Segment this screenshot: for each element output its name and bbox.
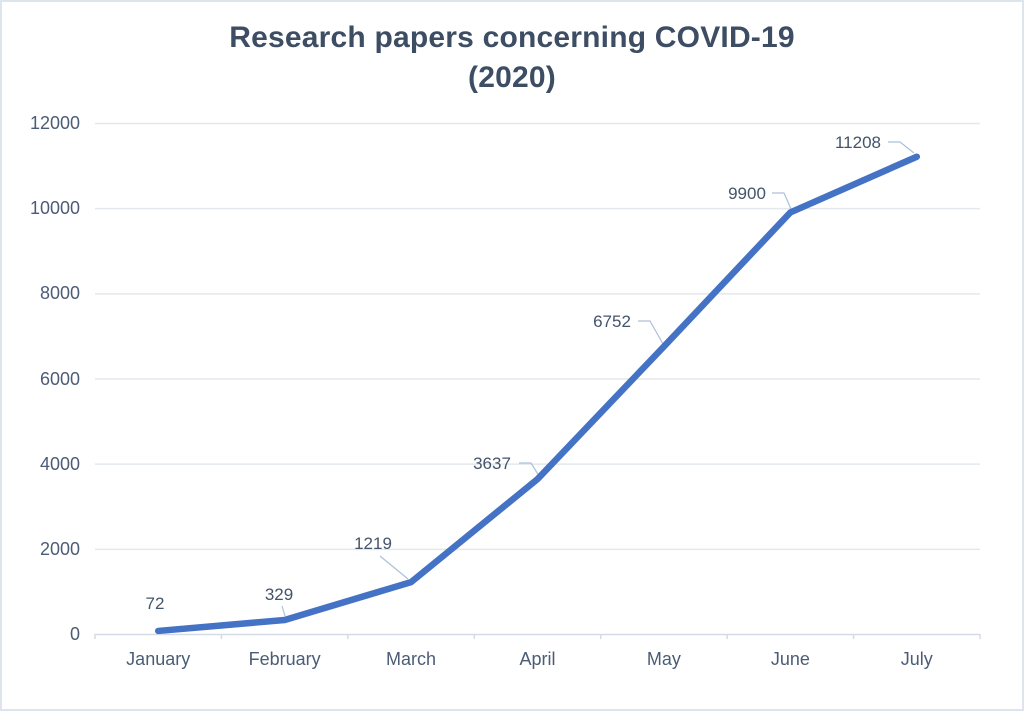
data-label: 1219 — [354, 534, 392, 553]
y-axis-tick-label: 8000 — [39, 283, 80, 304]
data-label-leader-line — [638, 320, 664, 345]
y-axis-tick-label: 0 — [69, 624, 80, 644]
x-axis-category-label: April — [519, 649, 556, 669]
y-axis-tick-label: 12000 — [29, 113, 80, 133]
series-line — [154, 153, 921, 635]
data-label: 11208 — [834, 133, 882, 152]
x-axis-category-label: July — [900, 649, 933, 669]
x-axis-category-label: May — [646, 649, 681, 669]
data-label: 3637 — [473, 454, 511, 473]
data-label: 72 — [145, 594, 165, 613]
y-axis-tick-label: 2000 — [39, 538, 80, 559]
chart-title-line-2: (2020) — [468, 61, 556, 94]
data-label-leader-line — [519, 462, 540, 477]
chart-title-line-1: Research papers concerning COVID-19 — [229, 21, 795, 54]
x-axis-category-label: January — [126, 649, 191, 669]
y-axis-tick-label: 10000 — [29, 198, 80, 219]
x-axis-category-label: March — [386, 649, 437, 669]
y-axis-tick-label: 4000 — [39, 453, 80, 474]
x-axis-category-label: February — [248, 649, 321, 669]
data-label: 6752 — [593, 312, 631, 331]
data-label-leader-line — [281, 605, 286, 617]
data-label: 329 — [264, 585, 294, 604]
data-label-leader-line — [772, 192, 792, 210]
data-label-leader-line — [379, 555, 409, 580]
data-label-leader-line — [888, 141, 915, 154]
data-label: 9900 — [728, 184, 766, 203]
y-axis-tick-label: 6000 — [39, 368, 80, 389]
x-axis-category-label: June — [770, 649, 810, 669]
chart-title: Research papers concerning COVID-19 (202… — [2, 18, 1022, 98]
